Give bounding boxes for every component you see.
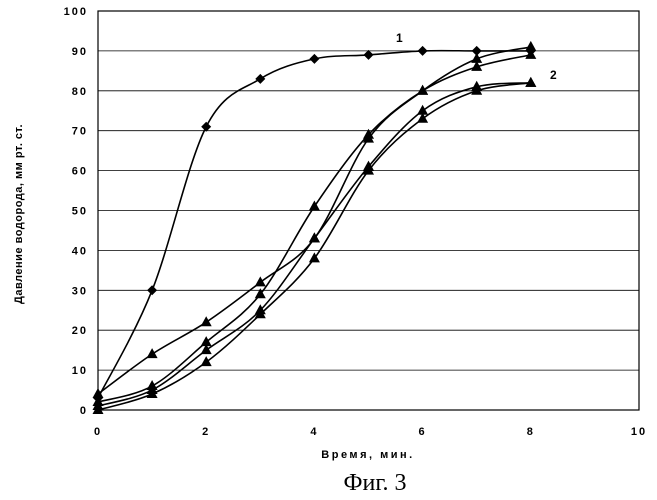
- series-line-1: [98, 51, 531, 398]
- y-tick-label: 30: [72, 285, 88, 297]
- x-tick-label: 6: [419, 426, 427, 438]
- x-tick-label: 10: [631, 426, 647, 438]
- y-tick-label: 100: [64, 6, 88, 18]
- y-tick-labels: 0 10 20 30 40 50 60 70 80 90 100: [64, 6, 88, 417]
- diamond-point: [201, 122, 211, 132]
- y-tick-label: 20: [72, 325, 88, 337]
- y-tick-label: 0: [80, 405, 88, 417]
- x-tick-labels: 0 2 4 6 8 10: [94, 426, 647, 438]
- diamond-point: [309, 54, 319, 64]
- series-label-1: 1: [396, 31, 403, 45]
- x-tick-label: 8: [527, 426, 535, 438]
- series-markers: [93, 41, 537, 414]
- y-tick-label: 10: [72, 365, 88, 377]
- series-line-5: [98, 83, 531, 410]
- y-tick-label: 70: [72, 126, 88, 138]
- gridlines: [98, 51, 639, 370]
- triangle-point: [201, 356, 212, 366]
- triangle-point: [417, 85, 428, 95]
- diamond-point: [255, 74, 265, 84]
- triangle-point: [147, 348, 158, 358]
- y-axis-title: Давление водорода, мм рт. ст.: [13, 124, 25, 304]
- y-tick-label: 60: [72, 166, 88, 178]
- diamond-point: [147, 285, 157, 295]
- triangle-point: [255, 276, 266, 286]
- series-lines: [98, 47, 531, 410]
- figure-caption: Фиг. 3: [344, 470, 407, 496]
- x-tick-label: 4: [310, 426, 318, 438]
- x-tick-label: 2: [202, 426, 210, 438]
- x-tick-label: 0: [94, 426, 102, 438]
- triangle-point: [525, 77, 536, 87]
- y-tick-label: 50: [72, 206, 88, 218]
- series-line-4: [98, 83, 531, 406]
- y-tick-label: 40: [72, 245, 88, 257]
- series-label-2: 2: [550, 68, 557, 82]
- series-line-3: [98, 55, 531, 402]
- diamond-point: [418, 46, 428, 56]
- x-axis-title: Время, мин.: [321, 449, 414, 461]
- series-line-2: [98, 47, 531, 394]
- triangle-point: [201, 316, 212, 326]
- diamond-point: [364, 50, 374, 60]
- y-tick-label: 80: [72, 86, 88, 98]
- y-tick-label: 90: [72, 46, 88, 58]
